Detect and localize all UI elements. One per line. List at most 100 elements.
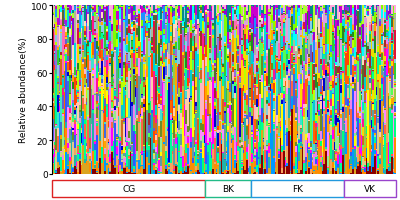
Bar — [214, 136, 216, 138]
Bar — [318, 49, 320, 74]
Bar — [248, 44, 249, 53]
Bar — [226, 60, 227, 77]
Bar — [206, 86, 207, 100]
Bar — [194, 20, 195, 21]
Bar — [266, 121, 268, 126]
Bar — [295, 121, 296, 142]
Bar — [153, 6, 155, 14]
Bar — [227, 56, 229, 57]
Bar — [362, 113, 364, 119]
Bar — [366, 16, 367, 19]
Bar — [229, 22, 231, 26]
Bar — [335, 154, 337, 155]
Bar — [364, 173, 366, 174]
Bar — [320, 131, 322, 141]
Bar — [59, 45, 60, 46]
Bar — [86, 38, 88, 39]
Bar — [303, 162, 305, 163]
Bar — [221, 51, 222, 52]
Bar — [330, 122, 332, 125]
Bar — [182, 90, 184, 91]
Bar — [185, 100, 187, 110]
Bar — [242, 166, 244, 174]
Bar — [393, 105, 394, 158]
Bar — [200, 12, 202, 13]
Bar — [66, 39, 67, 40]
Bar — [108, 89, 109, 96]
Bar — [120, 9, 121, 20]
Bar — [91, 86, 92, 90]
Bar — [156, 15, 158, 21]
Bar — [212, 27, 214, 30]
Bar — [145, 81, 146, 83]
Bar — [335, 110, 337, 114]
Text: CG: CG — [122, 184, 135, 193]
Bar — [216, 75, 217, 87]
Bar — [146, 111, 148, 142]
Bar — [381, 34, 382, 35]
Bar — [145, 65, 146, 70]
Bar — [178, 122, 180, 130]
Bar — [106, 107, 108, 108]
Bar — [167, 53, 168, 77]
Bar — [354, 78, 356, 80]
Bar — [378, 7, 379, 45]
Bar — [330, 6, 332, 13]
Bar — [248, 124, 249, 139]
Bar — [141, 99, 143, 103]
Bar — [335, 86, 337, 87]
Bar — [219, 113, 221, 116]
Bar — [185, 166, 187, 167]
Bar — [165, 26, 167, 40]
Bar — [156, 100, 158, 103]
Bar — [347, 32, 349, 36]
Bar — [389, 11, 391, 15]
Bar — [288, 19, 290, 44]
Bar — [307, 78, 308, 86]
Bar — [239, 142, 241, 143]
Bar — [204, 6, 206, 7]
Bar — [204, 146, 206, 147]
Bar — [133, 166, 135, 169]
Bar — [156, 161, 158, 168]
Bar — [192, 47, 194, 52]
Bar — [187, 26, 188, 28]
Bar — [357, 55, 359, 56]
Bar — [356, 27, 357, 33]
Bar — [263, 149, 264, 151]
Bar — [121, 170, 123, 171]
Bar — [70, 113, 72, 115]
Bar — [313, 63, 315, 64]
Bar — [239, 76, 241, 77]
Bar — [206, 11, 207, 13]
Bar — [369, 78, 371, 79]
Bar — [94, 94, 96, 95]
Bar — [162, 83, 163, 112]
Bar — [224, 114, 226, 123]
Bar — [253, 63, 254, 64]
Bar — [221, 141, 222, 144]
Bar — [266, 91, 268, 98]
Bar — [274, 8, 276, 10]
Bar — [352, 15, 354, 25]
Bar — [192, 69, 194, 70]
Bar — [253, 92, 254, 101]
Bar — [378, 82, 379, 83]
Bar — [308, 143, 310, 147]
Bar — [292, 47, 293, 54]
Bar — [296, 6, 298, 13]
Bar — [349, 99, 350, 101]
Bar — [84, 60, 86, 68]
Bar — [379, 27, 381, 55]
Bar — [66, 44, 67, 48]
Bar — [172, 124, 174, 134]
Bar — [126, 166, 128, 167]
Bar — [77, 8, 79, 9]
Bar — [249, 41, 251, 43]
Bar — [124, 97, 126, 117]
Bar — [251, 131, 253, 132]
Bar — [88, 26, 89, 40]
Bar — [278, 94, 280, 95]
Bar — [344, 32, 346, 42]
Bar — [224, 47, 226, 48]
